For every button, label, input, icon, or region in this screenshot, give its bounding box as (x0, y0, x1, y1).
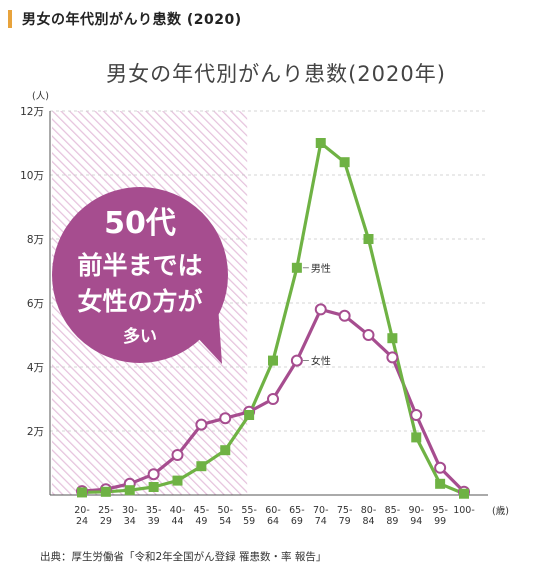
callout-bubble (52, 187, 228, 363)
source-note: 出典：厚生労働省「令和2年全国がん登録 罹患数・率 報告」 (40, 551, 327, 563)
male-series-label: 男性 (311, 262, 331, 275)
callout-line: 多い (123, 326, 157, 347)
female-point (314, 303, 327, 316)
y-tick-label: 12万 (20, 106, 44, 118)
x-tick-label: 55-59 (241, 505, 257, 527)
x-tick-label: 35-39 (146, 505, 162, 527)
x-tick-label: 20-24 (74, 505, 90, 527)
male-point (459, 488, 469, 499)
x-tick-label: 65-69 (289, 505, 305, 527)
header-title: 男女の年代別がんり患数 (2020) (22, 12, 242, 28)
male-point (244, 410, 255, 420)
female-point (386, 351, 399, 364)
chart-title: 男女の年代別がんり患数(2020年) (106, 62, 446, 86)
male-point (387, 333, 398, 344)
y-tick-label: 4万 (27, 362, 44, 374)
x-tick-label: 80-84 (361, 505, 377, 527)
female-point (147, 468, 160, 481)
x-tick-label: 75-79 (337, 505, 353, 527)
female-point (195, 418, 208, 431)
y-tick-label: 6万 (27, 298, 44, 310)
y-tick-label: 8万 (27, 234, 44, 246)
x-tick-label: 95-99 (432, 505, 448, 527)
x-tick-label: 45-49 (194, 505, 210, 527)
male-point (124, 485, 135, 496)
callout-line: 前半までは (77, 251, 202, 280)
male-point (363, 234, 374, 244)
female-point (267, 393, 279, 405)
header-accent-bar (8, 10, 12, 28)
y-tick-label: 10万 (20, 170, 44, 182)
female-point (410, 409, 423, 421)
x-tick-label: 90-94 (408, 505, 424, 527)
page-header: 男女の年代別がんり患数 (2020) (8, 8, 242, 30)
callout-line: 女性の方が (77, 287, 202, 316)
x-tick-label: 100- (453, 505, 475, 516)
line-chart: 2万 4万 6万 8万 10万 12万 (人) 20-24 25-29 30-34 35-39 40-… (20, 91, 509, 527)
female-point (434, 461, 447, 474)
male-point (100, 486, 111, 497)
y-tick-label: 2万 (27, 426, 44, 438)
male-point (172, 475, 183, 486)
male-point (148, 482, 159, 492)
female-series-label: 女性 (311, 355, 331, 368)
female-point (362, 329, 375, 341)
female-point (219, 412, 232, 425)
x-tick-label: 60-64 (265, 505, 281, 527)
callout-line: 50代 (104, 206, 176, 241)
x-tick-label: 25-29 (98, 505, 114, 527)
x-tick-label: 40-44 (170, 505, 186, 527)
female-point (171, 449, 184, 461)
x-tick-label: 30-34 (122, 505, 138, 527)
x-unit-label: (歳) (492, 505, 509, 517)
female-point (290, 354, 303, 367)
x-tick-label: 70-74 (313, 505, 329, 527)
y-unit-label: (人) (32, 91, 49, 102)
male-point (196, 461, 207, 472)
male-point (315, 138, 326, 148)
x-tick-label: 85-89 (385, 505, 401, 527)
male-point (435, 478, 446, 489)
male-point (411, 432, 422, 443)
male-point (77, 487, 87, 498)
male-point (268, 355, 278, 366)
female-point (338, 309, 351, 322)
male-point (220, 445, 231, 456)
male-point (339, 157, 350, 168)
male-point (291, 262, 302, 273)
x-tick-label: 50-54 (217, 505, 233, 527)
